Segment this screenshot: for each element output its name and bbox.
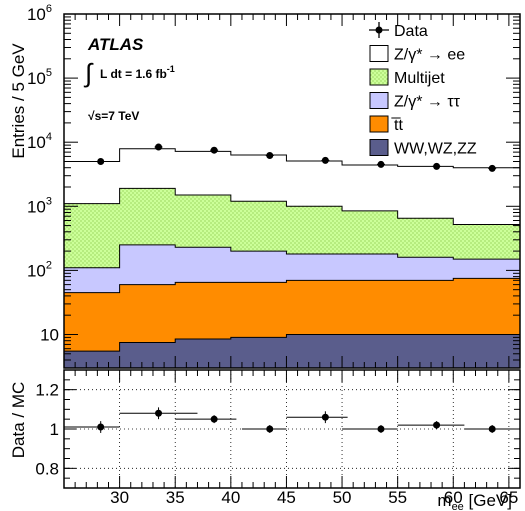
legend-multijet-label: Multijet xyxy=(394,70,445,87)
data-point xyxy=(377,160,385,168)
legend-z-ee-swatch xyxy=(369,45,389,62)
data-point xyxy=(488,164,496,172)
x-axis-label-sub: ee xyxy=(452,501,464,511)
data-point xyxy=(155,143,163,151)
data-point xyxy=(210,146,218,154)
x-tick-label: 45 xyxy=(277,488,296,507)
x-tick-label: 60 xyxy=(444,488,463,507)
ratio-y-tick-label: 1 xyxy=(50,420,59,439)
ratio-y-tick-label: 1.2 xyxy=(35,381,59,400)
legend-z-ee-label: Z/γ* → ee xyxy=(394,47,465,64)
ratio-point xyxy=(488,425,496,433)
y-tick-label: 10 xyxy=(40,325,59,344)
x-axis-label: mee [GeV] xyxy=(437,491,512,511)
ratio-y-tick-label: 0.8 xyxy=(35,459,59,478)
atlas-info: ATLAS ∫ L dt = 1.6 fb-1 √s=7 TeV xyxy=(83,35,175,123)
data-point xyxy=(321,156,329,164)
data-point xyxy=(97,157,105,165)
ratio-point xyxy=(377,425,385,433)
luminosity-exponent: -1 xyxy=(167,64,175,74)
y-tick-label: 102 xyxy=(27,259,52,280)
integral-symbol: ∫ xyxy=(83,58,94,88)
legend-t-t-swatch xyxy=(369,115,389,133)
x-tick-label: 35 xyxy=(166,488,185,507)
legend: Data Z/γ* → ee Multijet Z/γ* → ττ t̅t WW,WZ,Z… xyxy=(369,22,477,158)
x-axis-label-main: m xyxy=(437,491,451,510)
legend-z--label: Z/γ* → ττ xyxy=(394,94,461,111)
legend-data-label: Data xyxy=(394,23,428,40)
data-point xyxy=(266,152,274,160)
legend-t-t-label: t̅t xyxy=(391,117,403,134)
ratio-point xyxy=(266,425,274,433)
y-axis-label: Entries / 5 GeV xyxy=(9,43,28,159)
legend-ww-wz-zz-label: WW,WZ,ZZ xyxy=(394,141,477,158)
legend-z--swatch xyxy=(369,92,389,109)
stack-ww-wz-zz xyxy=(63,333,521,369)
ratio-point xyxy=(433,421,441,429)
energy-label: √s=7 TeV xyxy=(88,109,139,123)
luminosity-label: L dt = 1.6 fb xyxy=(100,67,167,81)
legend-multijet-swatch xyxy=(369,68,389,86)
main-plot: 10 102 103 104 105 106 Entries / 5 GeV ATLAS … xyxy=(9,3,521,369)
legend-data-marker xyxy=(375,26,383,34)
atlas-label: ATLAS xyxy=(87,35,144,54)
ratio-y-axis-label: Data / MC xyxy=(9,382,28,459)
x-tick-label: 50 xyxy=(333,488,352,507)
ratio-point xyxy=(210,415,218,423)
x-tick-label: 65 xyxy=(499,488,518,507)
x-tick-label: 30 xyxy=(110,488,129,507)
ratio-point xyxy=(155,409,163,417)
x-tick-label: 40 xyxy=(221,488,240,507)
data-point xyxy=(433,162,441,170)
y-tick-label: 106 xyxy=(27,3,52,24)
ratio-plot: 0.8 1 1.2 30 35 40 45 50 55 60 65 Data / MC mee [… xyxy=(9,369,521,511)
svg-text:L dt = 1.6 fb-1: L dt = 1.6 fb-1 xyxy=(100,64,175,81)
y-tick-label: 103 xyxy=(27,195,52,216)
legend-ww-wz-zz-swatch xyxy=(369,139,389,156)
main-plot-frame xyxy=(63,13,521,369)
ratio-point xyxy=(97,423,105,431)
x-axis-label-unit: [GeV] xyxy=(464,491,512,510)
x-tick-label: 55 xyxy=(388,488,407,507)
y-tick-label: 104 xyxy=(27,131,52,152)
y-tick-label: 105 xyxy=(27,67,52,88)
ratio-point xyxy=(321,413,329,421)
